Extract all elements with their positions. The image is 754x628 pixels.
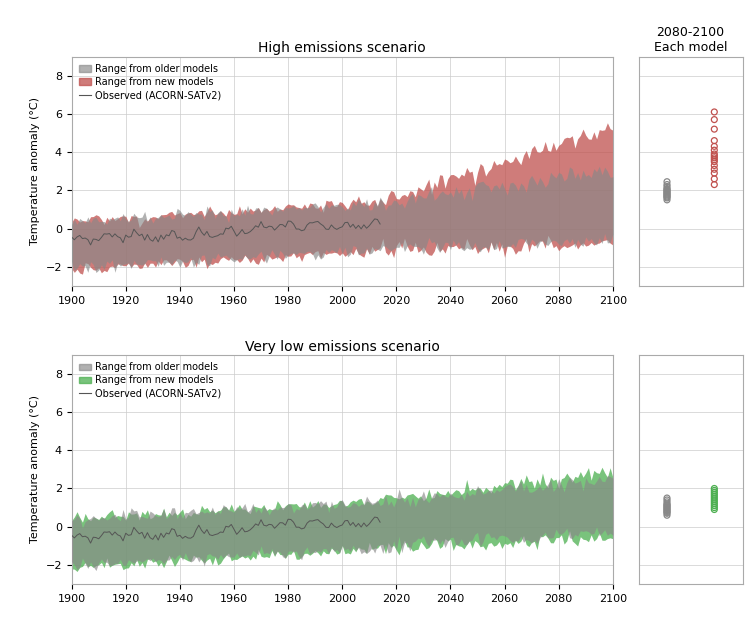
Point [661,192,673,202]
Point [661,181,673,192]
Point [708,107,720,117]
Point [661,507,673,517]
Point [708,124,720,134]
Point [708,160,720,170]
Y-axis label: Temperature anomaly (°C): Temperature anomaly (°C) [30,97,40,245]
Point [708,168,720,178]
Point [661,510,673,520]
Point [661,188,673,198]
Point [661,195,673,205]
Point [708,493,720,503]
Point [661,185,673,195]
Point [661,193,673,203]
Point [708,154,720,165]
Point [708,151,720,161]
Point [708,499,720,509]
Point [708,114,720,124]
Point [661,493,673,503]
Point [661,502,673,512]
Point [708,156,720,166]
Point [708,149,720,159]
Y-axis label: Temperature anomaly (°C): Temperature anomaly (°C) [30,396,40,543]
Point [708,487,720,497]
Point [661,191,673,201]
Point [661,500,673,510]
Point [661,187,673,197]
Point [708,180,720,190]
Point [708,165,720,175]
Point [708,145,720,155]
Point [708,136,720,146]
Title: 2080-2100
Each model: 2080-2100 Each model [654,26,728,54]
Point [661,187,673,197]
Point [661,176,673,187]
Point [708,504,720,514]
Point [661,502,673,512]
Title: High emissions scenario: High emissions scenario [259,41,426,55]
Point [661,501,673,511]
Point [708,141,720,151]
Point [708,501,720,511]
Point [661,190,673,200]
Point [708,153,720,163]
Point [708,484,720,494]
Point [708,489,720,499]
Point [708,495,720,505]
Point [661,495,673,505]
Point [661,183,673,193]
Point [661,506,673,516]
Point [708,502,720,512]
Legend: Range from older models, Range from new models, Observed (ACORN-SATv2): Range from older models, Range from new … [76,360,224,401]
Point [708,491,720,501]
Point [661,508,673,518]
Point [661,504,673,514]
Point [708,485,720,495]
Point [661,189,673,199]
Point [708,497,720,507]
Point [661,497,673,507]
Point [661,506,673,516]
Point [661,185,673,195]
Legend: Range from older models, Range from new models, Observed (ACORN-SATv2): Range from older models, Range from new … [76,62,224,103]
Point [661,504,673,514]
Point [708,174,720,184]
Title: Very low emissions scenario: Very low emissions scenario [245,340,440,354]
Point [661,180,673,190]
Point [661,499,673,509]
